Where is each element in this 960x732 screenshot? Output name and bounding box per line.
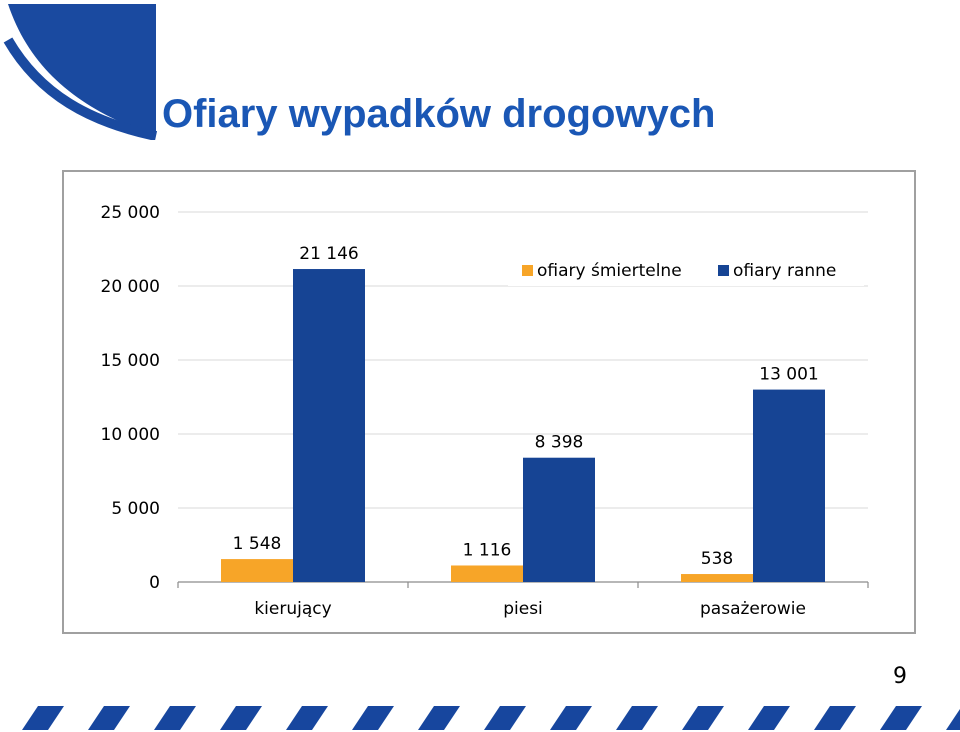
footer-stripe bbox=[484, 706, 526, 730]
footer-stripe bbox=[286, 706, 328, 730]
y-tick-label: 25 000 bbox=[101, 203, 160, 223]
legend-label: ofiary śmiertelne bbox=[537, 261, 682, 281]
data-label: 538 bbox=[701, 549, 733, 569]
legend-label: ofiary ranne bbox=[733, 261, 836, 281]
footer-stripes bbox=[22, 706, 960, 730]
bar bbox=[523, 457, 595, 582]
legend-swatch bbox=[718, 265, 729, 276]
bar-chart: 0 5 000 10 000 15 000 20 000 25 000 1 548 21 14… bbox=[101, 203, 869, 619]
bar bbox=[753, 389, 825, 582]
footer-stripe bbox=[154, 706, 196, 730]
y-tick-label: 5 000 bbox=[111, 499, 160, 519]
x-tick-label: kierujący bbox=[254, 599, 331, 619]
bar bbox=[293, 269, 365, 582]
footer-stripe bbox=[22, 706, 64, 730]
footer-stripe bbox=[220, 706, 262, 730]
footer-stripe bbox=[682, 706, 724, 730]
data-label: 8 398 bbox=[535, 433, 584, 453]
legend-swatch bbox=[522, 265, 533, 276]
footer-stripe bbox=[616, 706, 658, 730]
y-tick-label: 20 000 bbox=[101, 277, 160, 297]
legend-box bbox=[508, 256, 864, 286]
slide-title: Ofiary wypadków drogowych bbox=[162, 92, 716, 136]
footer-stripe bbox=[352, 706, 394, 730]
y-tick-label: 15 000 bbox=[101, 351, 160, 371]
footer-stripe bbox=[418, 706, 460, 730]
footer-stripe bbox=[748, 706, 790, 730]
page-number: 9 bbox=[893, 664, 907, 689]
bar bbox=[221, 559, 293, 582]
bar bbox=[451, 565, 523, 582]
y-tick-label: 0 bbox=[149, 573, 160, 593]
data-label: 13 001 bbox=[759, 365, 818, 385]
footer-stripe bbox=[946, 709, 960, 730]
footer-stripe bbox=[814, 706, 856, 730]
footer-stripe bbox=[880, 706, 922, 730]
data-label: 21 146 bbox=[299, 244, 358, 264]
y-tick-label: 10 000 bbox=[101, 425, 160, 445]
corner-logo bbox=[3, 4, 158, 140]
x-tick-label: pasażerowie bbox=[700, 599, 806, 619]
chart-frame: 0 5 000 10 000 15 000 20 000 25 000 1 548 21 14… bbox=[62, 170, 916, 634]
data-label: 1 548 bbox=[233, 534, 282, 554]
x-tick-label: piesi bbox=[503, 599, 543, 619]
footer-stripe bbox=[550, 706, 592, 730]
data-label: 1 116 bbox=[463, 540, 512, 560]
bar bbox=[681, 574, 753, 582]
footer-stripe bbox=[88, 706, 130, 730]
